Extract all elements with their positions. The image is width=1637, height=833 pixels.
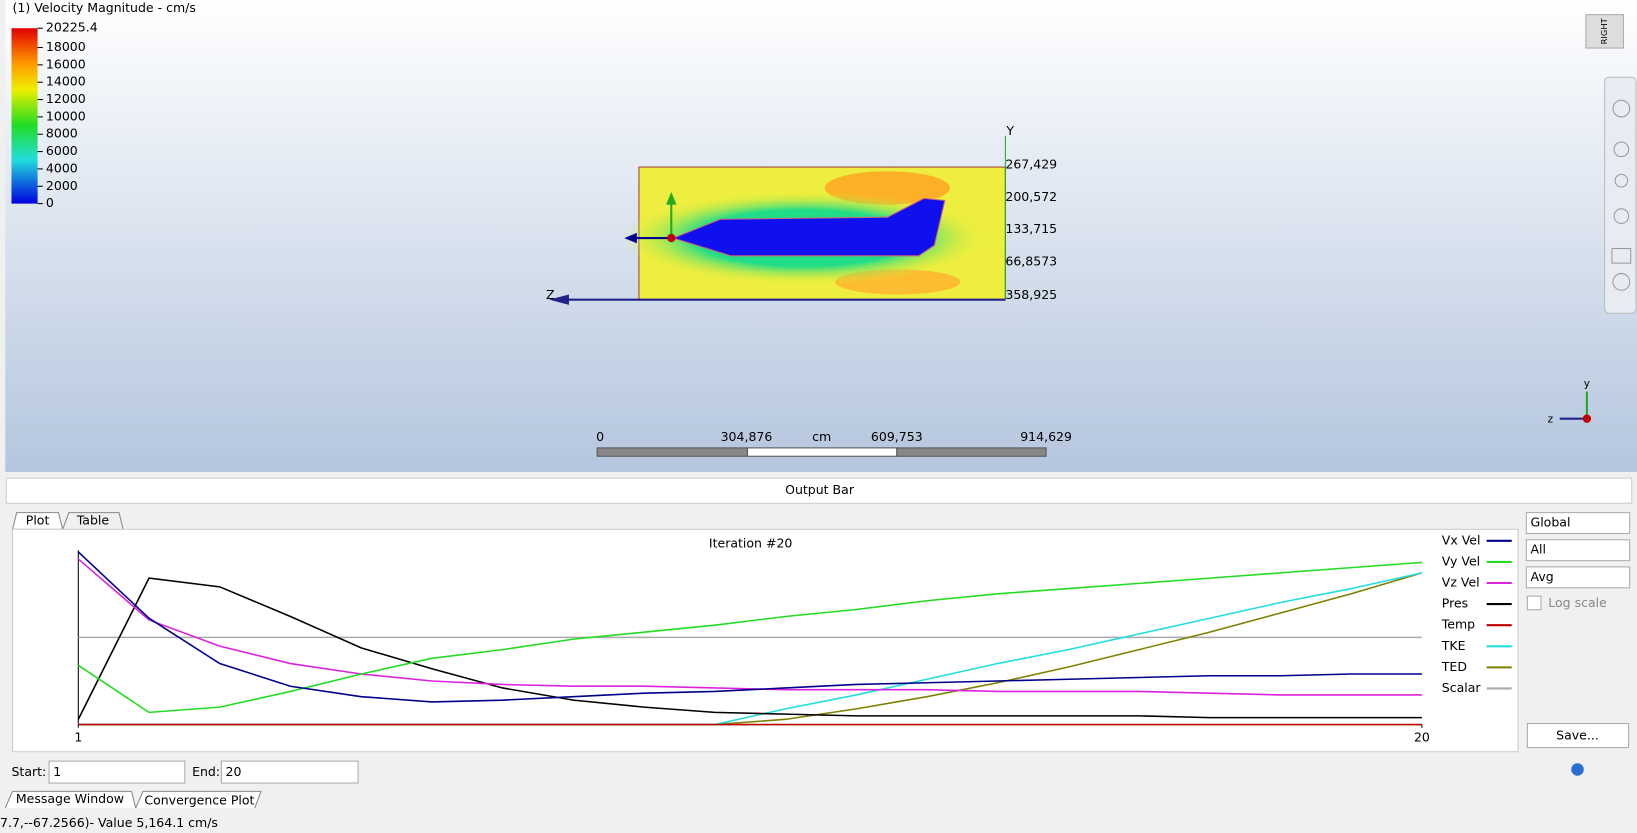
flow-domain: [549, 135, 1006, 305]
legend-tick-label: 20225.4: [46, 20, 98, 35]
scale-unit: cm: [812, 429, 831, 444]
end-label: End:: [192, 764, 220, 779]
scale-label: 609,753: [871, 429, 923, 444]
series-line: [77, 551, 1422, 703]
color-bar: [11, 28, 38, 204]
dropdown-label: Avg: [1531, 569, 1554, 584]
tab-label: Table: [76, 512, 110, 527]
nav-icons: [1611, 99, 1632, 291]
legend-label: TED: [1441, 659, 1467, 674]
axis-label: 66,8573: [1005, 254, 1057, 269]
legend-label: Vx Vel: [1442, 532, 1481, 547]
scale-label: 914,629: [1020, 429, 1072, 444]
legend-tick-label: 16000: [46, 56, 86, 71]
bottom-tab[interactable]: [135, 790, 262, 809]
legend-tick-label: 4000: [46, 160, 78, 175]
checkbox-label: Log scale: [1548, 595, 1607, 610]
dropdown-label: All: [1531, 542, 1547, 557]
dropdowns: [1525, 512, 1631, 589]
axis-y-label: Y: [1005, 123, 1014, 138]
status-text: 7.7,--67.2566)- Value 5,164.1 cm/s: [0, 815, 218, 829]
checkbox[interactable]: [1526, 595, 1542, 611]
axis-label: 358,925: [1005, 287, 1057, 302]
help-icon[interactable]: [1571, 763, 1584, 776]
legend-tick-label: 6000: [46, 143, 78, 158]
plot: 1 20 Vx Vel Vy Vel Vz Vel Pres Temp TKE TED Scala…: [74, 532, 1512, 745]
save-button[interactable]: [1526, 723, 1630, 749]
bottom-tab[interactable]: [4, 790, 137, 809]
end-input[interactable]: [220, 760, 359, 784]
axis-label: 200,572: [1005, 189, 1057, 204]
legend-tick-label: 18000: [46, 39, 86, 54]
plot-title: Iteration #20: [709, 535, 793, 550]
bottom-tab-label: Message Window: [16, 791, 124, 806]
legend-label: Vy Vel: [1442, 553, 1480, 568]
triad-label: z: [1548, 414, 1554, 426]
scale-label: 0: [596, 429, 604, 444]
output-bar[interactable]: [5, 477, 1633, 504]
triad-label: y: [1584, 378, 1590, 390]
tab[interactable]: [62, 512, 124, 530]
save-label: Save...: [1556, 728, 1599, 743]
series-line: [77, 577, 1422, 720]
scale-bar: [596, 447, 1047, 457]
legend-tick-label: 0: [46, 195, 54, 210]
axis-z-label: Z: [546, 287, 555, 302]
legend-tick-label: 8000: [46, 126, 78, 141]
series-line: [77, 558, 1422, 696]
viewport-title: (1) Velocity Magnitude - cm/s: [13, 0, 196, 15]
dropdown[interactable]: [1525, 512, 1631, 535]
view-cube[interactable]: [1585, 14, 1624, 49]
scale-label: 304,876: [721, 429, 773, 444]
axis-label: 267,429: [1005, 156, 1057, 171]
dropdown[interactable]: [1525, 566, 1631, 589]
legend-tick-label: 2000: [46, 178, 78, 193]
start-input[interactable]: [48, 760, 186, 784]
x-tick-label: 20: [1414, 730, 1430, 745]
legend-label: Vz Vel: [1442, 575, 1480, 590]
view-cube-label: RIGHT: [1599, 17, 1609, 44]
axis-label: 133,715: [1005, 221, 1057, 236]
nav-bar[interactable]: [1604, 76, 1637, 314]
plot-panel: [12, 528, 1519, 753]
legend-label: Pres: [1442, 596, 1468, 611]
legend-label: TKE: [1441, 638, 1466, 653]
dropdown[interactable]: [1525, 539, 1631, 562]
legend-tick-label: 10000: [46, 108, 86, 123]
start-value: 1: [53, 764, 61, 779]
legend-tick-label: 14000: [46, 74, 86, 89]
dropdown-label: Global: [1531, 515, 1571, 530]
legend-label: Scalar: [1442, 680, 1482, 695]
legend-tick-label: 12000: [46, 91, 86, 106]
legend-label: Temp: [1441, 617, 1475, 632]
output-bar-title: Output Bar: [785, 482, 855, 497]
triad: [1559, 391, 1592, 423]
bottom-tab-label: Convergence Plot: [144, 792, 254, 807]
tab-label: Plot: [26, 512, 50, 527]
x-tick-label: 1: [74, 730, 82, 745]
end-value: 20: [226, 764, 242, 779]
start-label: Start:: [11, 764, 46, 779]
legend-ticks: 20225.4 18000 16000 14000 12000 10000 8000 6000…: [37, 20, 98, 210]
